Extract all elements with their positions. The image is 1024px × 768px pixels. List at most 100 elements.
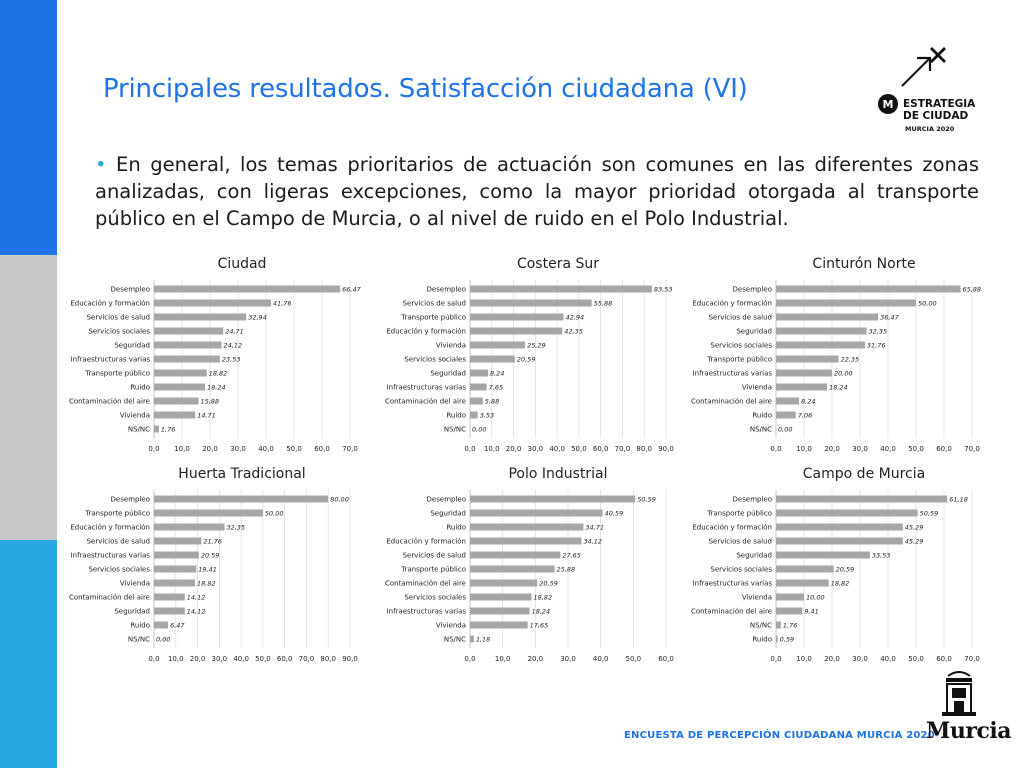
tick-label: 10,0: [484, 445, 500, 453]
value-label: 25,29: [527, 342, 546, 350]
bar-contaminacion-del-aire: [776, 607, 803, 615]
bar-educacion-y-formacion: [470, 327, 563, 335]
tick-label: 10,0: [495, 655, 511, 663]
bar-contaminacion-del-aire: [154, 593, 185, 601]
value-label: 18,82: [533, 594, 552, 602]
tick-label: 0,0: [148, 655, 159, 663]
murcia-crest: Murcia: [926, 668, 1011, 746]
value-label: 18,82: [197, 580, 216, 588]
chart-title: Huerta Tradicional: [178, 466, 305, 482]
value-label: 27,65: [562, 552, 581, 560]
bar-servicios-sociales: [470, 593, 532, 601]
category-label: Servicios sociales: [404, 594, 466, 602]
value-label: 65,88: [962, 286, 981, 294]
tick-label: 20,0: [190, 655, 206, 663]
tick-label: 40,0: [880, 445, 896, 453]
tick-label: 80,0: [320, 655, 336, 663]
value-label: 50,59: [637, 496, 656, 504]
value-label: 31,76: [867, 342, 886, 350]
bar-servicios-de-salud: [154, 537, 202, 545]
value-label: 8,24: [490, 370, 504, 378]
category-label: Contaminación del aire: [691, 398, 772, 406]
tick-label: 10,0: [174, 445, 190, 453]
bar-infraestructuras-varias: [154, 551, 199, 559]
category-label: Desempleo: [111, 496, 150, 504]
tick-label: 30,0: [560, 655, 576, 663]
value-label: 42,94: [566, 314, 585, 322]
svg-text:M: M: [883, 98, 894, 111]
category-label: Ruido: [130, 622, 150, 630]
value-label: 17,65: [530, 622, 549, 630]
tick-label: 90,0: [658, 445, 674, 453]
bar-servicios-sociales: [154, 565, 197, 573]
tick-label: 80,0: [636, 445, 652, 453]
tick-label: 0,0: [770, 445, 781, 453]
bar-desempleo: [470, 285, 652, 293]
value-label: 24,71: [225, 328, 244, 336]
bar-contaminacion-del-aire: [470, 397, 483, 405]
value-label: 33,53: [872, 552, 891, 560]
tick-label: 30,0: [212, 655, 228, 663]
category-label: NS/NC: [128, 426, 150, 434]
tick-label: 40,0: [880, 655, 896, 663]
tick-label: 30,0: [852, 655, 868, 663]
category-label: Ruido: [446, 412, 466, 420]
value-label: 18,24: [207, 384, 226, 392]
value-label: 1,18: [476, 636, 490, 644]
tick-label: 50,0: [255, 655, 271, 663]
bar-ruido: [776, 635, 778, 643]
category-label: Transporte público: [84, 370, 150, 378]
tick-label: 70,0: [615, 445, 631, 453]
chart-cinturon-norte: Cinturón Norte 0,0 10,0 20,0 30,0 40,0 50,0 60,…: [682, 252, 982, 462]
tick-label: 70,0: [342, 445, 358, 453]
category-label: Vivienda: [120, 412, 150, 420]
value-label: 22,35: [841, 356, 860, 364]
bar-educacion-y-formacion: [776, 523, 903, 531]
category-label: Contaminación del aire: [385, 580, 466, 588]
logo-line1: ESTRATEGIA: [903, 98, 976, 110]
bar-servicios-de-salud: [470, 299, 592, 307]
category-label: Seguridad: [736, 552, 772, 560]
value-label: 50,00: [918, 300, 937, 308]
tick-label: 30,0: [528, 445, 544, 453]
category-label: Infraestructuras varias: [387, 384, 467, 392]
category-label: NS/NC: [444, 636, 466, 644]
chart-svg: Cinturón Norte 0,0 10,0 20,0 30,0 40,0 50,0 60,…: [691, 256, 981, 453]
tick-label: 0,0: [464, 655, 475, 663]
category-label: Ruido: [752, 636, 772, 644]
chart-title: Costera Sur: [517, 256, 599, 272]
value-label: 19,41: [198, 566, 217, 574]
bar-seguridad: [154, 607, 185, 615]
category-label: Desempleo: [427, 496, 466, 504]
category-label: Seguridad: [114, 342, 150, 350]
bar-servicios-de-salud: [776, 537, 903, 545]
tick-label: 10,0: [796, 655, 812, 663]
category-label: NS/NC: [750, 622, 772, 630]
bullet-dot: •: [95, 153, 107, 176]
value-label: 24,12: [224, 342, 243, 350]
bar-contaminacion-del-aire: [776, 397, 800, 405]
tick-label: 0,0: [770, 655, 781, 663]
category-label: Infraestructuras varias: [71, 552, 151, 560]
category-label: Vivienda: [742, 594, 772, 602]
value-label: 34,12: [583, 538, 602, 546]
value-label: 18,24: [829, 384, 848, 392]
bar-ruido: [470, 523, 584, 531]
value-label: 36,47: [880, 314, 899, 322]
tick-label: 60,0: [936, 655, 952, 663]
bar-transporte-publico: [470, 313, 564, 321]
value-label: 18,24: [532, 608, 551, 616]
bullet-text: En general, los temas prioritarios de ac…: [95, 153, 979, 230]
bar-contaminacion-del-aire: [470, 579, 538, 587]
value-label: 41,76: [273, 300, 292, 308]
tick-label: 0,0: [464, 445, 475, 453]
bar-seguridad: [776, 551, 870, 559]
category-label: Contaminación del aire: [385, 398, 466, 406]
chart-title: Polo Industrial: [508, 466, 607, 482]
bar-desempleo: [154, 495, 329, 503]
bar-desempleo: [776, 285, 961, 293]
category-label: NS/NC: [750, 426, 772, 434]
chart-huerta-tradicional: Huerta Tradicional 0,0 10,0 20,0 30,0 40,0 50,…: [60, 462, 360, 672]
bar-ns-nc: [154, 425, 159, 433]
value-label: 83,53: [654, 286, 673, 294]
